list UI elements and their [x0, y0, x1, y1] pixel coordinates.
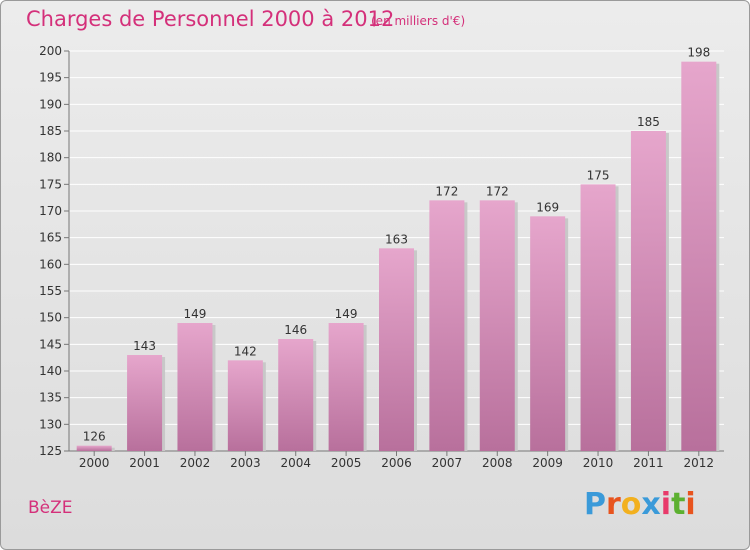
value-label-2006: 163	[385, 232, 408, 246]
x-tick-label-2012: 2012	[684, 456, 715, 470]
bar-2005	[328, 323, 364, 451]
value-label-2004: 146	[284, 323, 307, 337]
x-tick-label-2005: 2005	[331, 456, 362, 470]
y-tick-label: 200	[39, 44, 62, 58]
bar-2011	[630, 131, 666, 451]
proxiti-logo[interactable]: Proxiti	[584, 487, 696, 522]
bar-2006	[379, 248, 414, 451]
logo-letter: i	[660, 487, 672, 522]
x-tick-label-2001: 2001	[129, 456, 160, 470]
y-tick-label: 135	[39, 391, 62, 405]
value-label-2003: 142	[234, 344, 257, 358]
bar-2007	[429, 200, 465, 451]
logo-letter: t	[671, 487, 686, 522]
logo-letter: r	[606, 487, 621, 522]
value-label-2011: 185	[637, 115, 660, 129]
bar-2012	[681, 61, 717, 452]
value-label-2009: 169	[536, 200, 559, 214]
y-tick-label: 150	[39, 311, 62, 325]
bar-2001	[127, 355, 163, 451]
bar-2003	[227, 360, 263, 451]
bars	[76, 61, 720, 452]
x-tick-label-2006: 2006	[381, 456, 412, 470]
x-tick-label-2007: 2007	[432, 456, 463, 470]
value-label-2010: 175	[587, 168, 610, 182]
y-tick-label: 145	[39, 337, 62, 351]
x-tick-label-2003: 2003	[230, 456, 261, 470]
y-tick-label: 195	[39, 71, 62, 85]
bar-2004	[278, 339, 314, 451]
logo-letter: x	[641, 487, 661, 522]
value-label-2008: 172	[486, 184, 509, 198]
bar-2000	[76, 445, 112, 451]
value-label-2001: 143	[133, 339, 156, 353]
axes: 1251301351401451501551601651701751801851…	[39, 44, 724, 470]
chart-title: Charges de Personnel 2000 à 2012	[26, 7, 395, 31]
value-label-2002: 149	[184, 307, 207, 321]
logo-letter: P	[584, 487, 606, 522]
y-tick-label: 160	[39, 257, 62, 271]
x-tick-label-2002: 2002	[180, 456, 211, 470]
y-tick-label: 190	[39, 97, 62, 111]
y-tick-label: 130	[39, 417, 62, 431]
bar-2008	[479, 200, 515, 451]
y-tick-label: 155	[39, 284, 62, 298]
x-tick-label-2010: 2010	[583, 456, 614, 470]
y-tick-label: 180	[39, 151, 62, 165]
value-label-2007: 172	[435, 184, 458, 198]
commune-name: BèZE	[28, 498, 73, 518]
logo-letter: o	[620, 487, 642, 522]
chart-subtitle: (en milliers d'€)	[371, 14, 466, 28]
y-tick-label: 185	[39, 124, 62, 138]
x-tick-label-2009: 2009	[532, 456, 563, 470]
y-tick-label: 165	[39, 231, 62, 245]
bar-2010	[580, 184, 616, 452]
logo-letter: i	[685, 487, 696, 522]
x-tick-label-2000: 2000	[79, 456, 110, 470]
y-tick-label: 140	[39, 364, 62, 378]
bar-2009	[530, 216, 566, 451]
labels: 126 143 149 142 146 149 163 172 172 169 175 185 198	[83, 46, 711, 444]
y-tick-label: 125	[39, 444, 62, 458]
value-label-2012: 198	[687, 46, 710, 60]
y-tick-label: 170	[39, 204, 62, 218]
value-label-2005: 149	[335, 307, 358, 321]
bar-2002	[177, 323, 213, 451]
x-tick-label-2011: 2011	[633, 456, 664, 470]
y-tick-label: 175	[39, 177, 62, 191]
x-tick-label-2004: 2004	[280, 456, 311, 470]
value-label-2000: 126	[83, 430, 106, 444]
x-tick-label-2008: 2008	[482, 456, 513, 470]
